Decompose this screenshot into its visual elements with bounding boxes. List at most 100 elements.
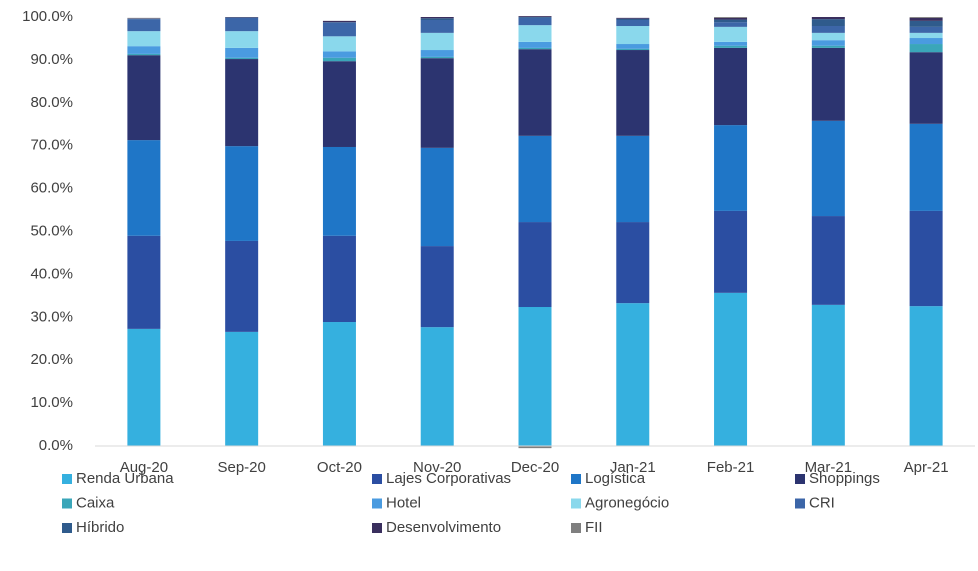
bar-segment: [518, 25, 552, 42]
bar-segment: [811, 40, 845, 46]
bar-segment: [518, 17, 552, 26]
bar-segment: [714, 45, 748, 48]
bar-segment: [127, 235, 161, 329]
legend-label: Desenvolvimento: [386, 519, 501, 536]
legend-label: Logística: [585, 470, 646, 487]
bar-segment: [714, 22, 748, 27]
bar-segment: [616, 17, 650, 19]
y-tick-label: 80.0%: [30, 94, 73, 111]
bar-segment: [322, 61, 356, 147]
bar-segment: [420, 18, 454, 21]
y-tick-label: 60.0%: [30, 180, 73, 197]
bar-segment: [127, 46, 161, 54]
bar-segment: [811, 32, 845, 41]
bar-segment: [518, 307, 552, 446]
bar-segment: [616, 48, 650, 51]
bar-segment: [811, 19, 845, 27]
bar-segment: [127, 55, 161, 141]
bar-segment: [714, 17, 748, 18]
bar-segment: [811, 45, 845, 48]
bar-segment: [420, 246, 454, 328]
bar-segment: [714, 210, 748, 293]
bar-segment: [518, 49, 552, 136]
bar-segment: [909, 52, 943, 124]
bar-segment: [811, 216, 845, 305]
legend-label: Caixa: [76, 494, 115, 511]
legend-swatch: [62, 474, 72, 484]
bar-segment: [714, 125, 748, 211]
bar-segment: [616, 303, 650, 446]
bar-segment: [714, 26, 748, 42]
bar-segment: [322, 57, 356, 62]
bar-segment: [909, 306, 943, 446]
x-tick-label: Aug-20: [120, 459, 168, 476]
x-tick-label: Oct-20: [317, 459, 362, 476]
bar-segment: [616, 44, 650, 49]
bar-segment: [616, 26, 650, 45]
bar-segment: [616, 18, 650, 21]
bar-segment: [518, 17, 552, 18]
bar-segment: [811, 26, 845, 33]
bar-segment: [714, 17, 748, 20]
bar-segment: [225, 47, 259, 58]
legend-swatch: [372, 474, 382, 484]
bar-segment: [420, 50, 454, 57]
bar-segment: [420, 58, 454, 148]
bar-segment: [616, 222, 650, 304]
bar-segment: [420, 327, 454, 446]
bar-segment: [909, 17, 943, 21]
bar-segment: [811, 17, 845, 20]
bar-segment: [225, 331, 259, 446]
y-tick-label: 20.0%: [30, 351, 73, 368]
x-tick-label: Mar-21: [805, 459, 853, 476]
bar-segment: [322, 235, 356, 323]
y-tick-label: 70.0%: [30, 137, 73, 154]
legend-label: FII: [585, 519, 603, 536]
bar-segment: [225, 57, 259, 60]
x-tick-label: Nov-20: [413, 459, 461, 476]
y-tick-label: 40.0%: [30, 265, 73, 282]
bar-segment: [420, 17, 454, 19]
bar-segment: [322, 146, 356, 236]
bar-segment: [811, 47, 845, 121]
bar-segment: [518, 47, 552, 50]
bar-segment: [909, 123, 943, 211]
x-tick-label: Feb-21: [707, 459, 755, 476]
bar-segment: [127, 328, 161, 446]
bar-segment: [420, 32, 454, 51]
x-tick-label: Jan-21: [610, 459, 656, 476]
y-tick-label: 30.0%: [30, 308, 73, 325]
y-tick-label: 0.0%: [39, 437, 73, 454]
bar-segment: [909, 20, 943, 27]
legend-swatch: [571, 523, 581, 533]
bar-segment: [225, 59, 259, 147]
x-tick-label: Sep-20: [217, 459, 265, 476]
bar-segment: [225, 146, 259, 241]
bar-segment: [518, 135, 552, 223]
bar-segment: [225, 31, 259, 48]
bar-segment: [322, 20, 356, 23]
legend-swatch: [571, 498, 581, 509]
bar-segment: [322, 36, 356, 52]
bar-segment: [225, 17, 259, 32]
legend-swatch: [62, 523, 72, 533]
legend-label: Hotel: [386, 494, 421, 511]
legend-swatch: [372, 523, 382, 533]
bar-segment: [616, 20, 650, 27]
bar-segment: [909, 26, 943, 33]
bar-segment: [420, 147, 454, 247]
bar-segment: [714, 19, 748, 23]
bar-segment: [909, 17, 943, 18]
bar-segment: [518, 16, 552, 17]
y-tick-label: 50.0%: [30, 222, 73, 239]
legend-label: CRI: [809, 494, 835, 511]
y-tick-label: 100.0%: [22, 8, 73, 25]
bar-segment: [714, 292, 748, 446]
bar-segment: [518, 446, 552, 449]
bar-segment: [811, 120, 845, 217]
bar-segment: [322, 322, 356, 446]
legend-label: Renda Urbana: [76, 470, 174, 487]
bar-segment: [616, 50, 650, 136]
bar-segment: [909, 210, 943, 307]
